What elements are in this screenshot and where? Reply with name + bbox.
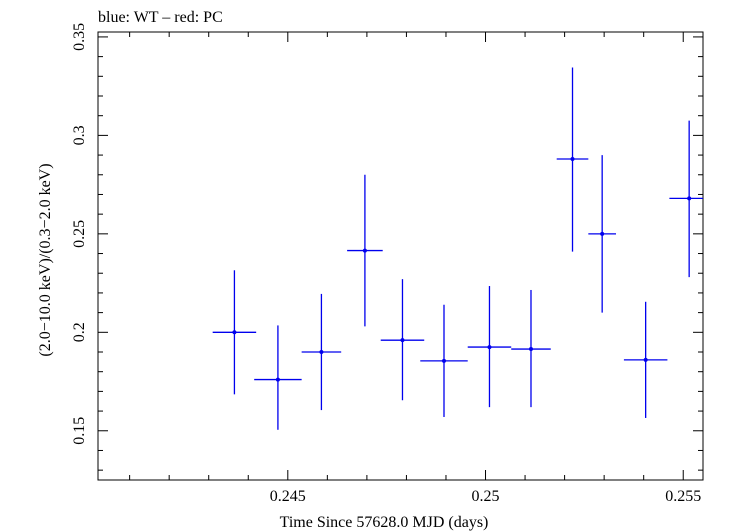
data-marker bbox=[441, 358, 446, 363]
data-marker bbox=[319, 350, 324, 354]
data-point bbox=[588, 155, 617, 313]
data-point bbox=[669, 120, 703, 278]
y-axis-label: (2.0−10.0 keV)/(0.3−2.0 keV) bbox=[37, 163, 54, 356]
plot-frame bbox=[97, 31, 704, 481]
data-marker bbox=[528, 347, 533, 352]
data-point bbox=[511, 289, 551, 408]
data-point bbox=[301, 293, 342, 411]
data-point bbox=[623, 301, 668, 418]
y-tick-label: 0.35 bbox=[71, 23, 88, 51]
data-point bbox=[556, 67, 589, 252]
data-marker bbox=[362, 248, 367, 253]
data-marker bbox=[487, 345, 492, 350]
data-point bbox=[380, 279, 425, 401]
data-marker bbox=[275, 377, 280, 382]
data-marker bbox=[570, 157, 575, 162]
x-tick-label: 0.255 bbox=[665, 488, 701, 505]
y-tick-label: 0.25 bbox=[71, 220, 88, 248]
x-tick-label: 0.245 bbox=[270, 488, 306, 505]
data-marker bbox=[643, 357, 648, 362]
y-tick-label: 0.15 bbox=[71, 417, 88, 445]
axis-ticks bbox=[98, 32, 703, 480]
data-marker bbox=[600, 231, 605, 236]
data-point bbox=[212, 270, 257, 395]
x-axis-label: Time Since 57628.0 MJD (days) bbox=[280, 514, 489, 531]
data-point bbox=[420, 304, 468, 417]
chart-title: blue: WT – red: PC bbox=[98, 9, 223, 26]
axis-tick-labels: 0.245 0.25 0.255 0.15 0.2 0.25 0.3 0.35 bbox=[71, 23, 701, 505]
y-tick-label: 0.2 bbox=[71, 322, 88, 342]
x-tick-label: 0.25 bbox=[472, 488, 500, 505]
data-marker bbox=[232, 330, 237, 335]
y-tick-label: 0.3 bbox=[71, 125, 88, 145]
data-marker bbox=[687, 196, 692, 201]
data-marker bbox=[400, 338, 405, 343]
data-point bbox=[347, 174, 383, 327]
data-point bbox=[254, 325, 302, 430]
data-series-wt bbox=[212, 67, 703, 430]
data-point bbox=[467, 286, 512, 408]
